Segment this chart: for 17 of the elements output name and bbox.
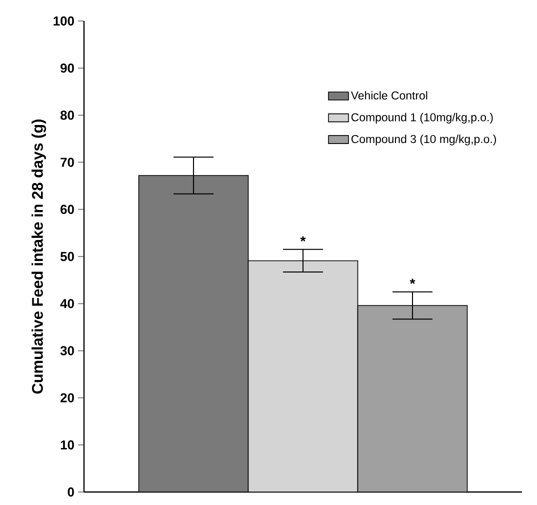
legend-label: Compound 3 (10 mg/kg,p.o.) <box>351 134 496 146</box>
y-tick-label: 90 <box>60 64 74 73</box>
y-tick-label: 10 <box>60 440 74 450</box>
y-tick-label: 60 <box>60 204 74 214</box>
annotation: * <box>410 278 416 284</box>
y-tick-label: 100 <box>54 16 74 26</box>
legend-label: Vehicle Control <box>350 91 428 100</box>
y-tick-label: 80 <box>60 110 74 120</box>
y-tick-label: 20 <box>60 393 74 402</box>
annotation: * <box>300 236 306 242</box>
y-tick-label: 0 <box>68 487 74 497</box>
y-axis-title: Cumulative Feed intake in 28 days (g) <box>32 120 46 394</box>
y-tick-label: 70 <box>60 158 74 167</box>
legend-label: Compound 1 (10mg/kg,p.o.) <box>351 112 493 124</box>
y-tick-label: 30 <box>60 346 74 356</box>
y-tick-label: 40 <box>60 299 74 308</box>
y-tick-label: 50 <box>60 252 74 262</box>
